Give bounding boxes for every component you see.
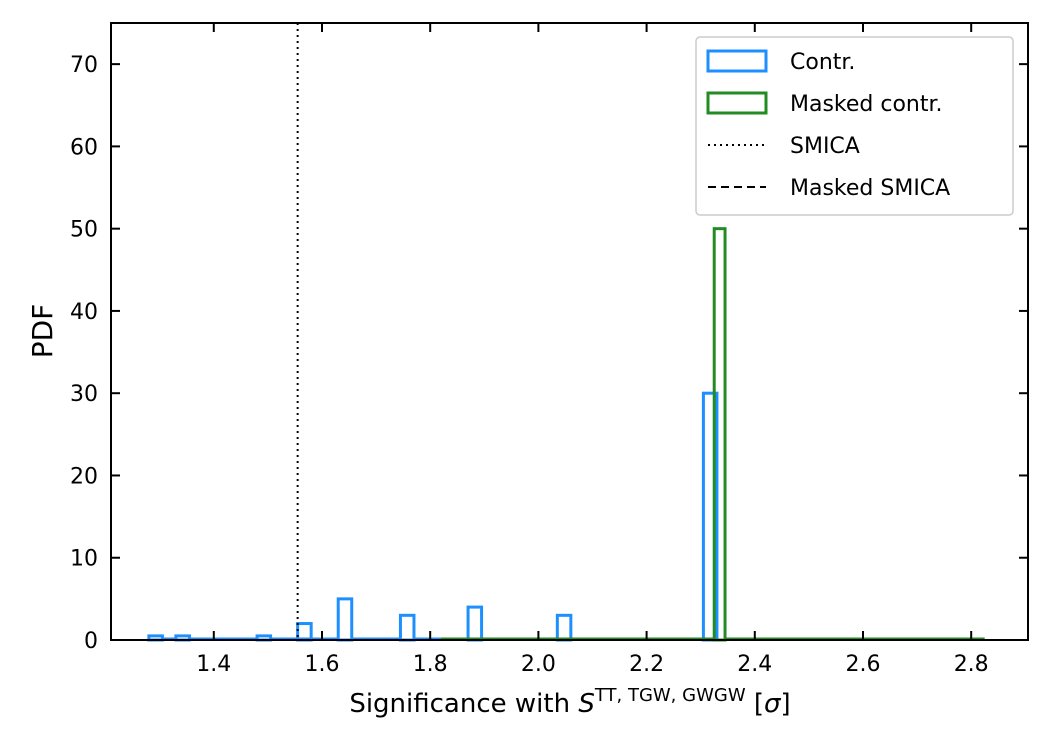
y-axis-label: PDF	[26, 304, 59, 359]
x-tick-label-1: 1.6	[304, 652, 339, 677]
x-tick-label-3: 2.0	[521, 652, 556, 677]
y-tick-label-2: 20	[70, 464, 98, 489]
y-tick-label-6: 60	[70, 135, 98, 160]
x-tick-label-4: 2.2	[629, 652, 664, 677]
x-axis-label-bracket-close: ]	[781, 689, 791, 719]
x-tick-label-0: 1.4	[196, 652, 231, 677]
x-axis-label-superscript: TT, TGW, GWGW	[594, 685, 746, 706]
y-tick-label-4: 40	[70, 300, 98, 325]
y-tick-label-7: 70	[70, 53, 98, 78]
y-tick-label-1: 10	[70, 547, 98, 572]
x-tick-label-5: 2.4	[737, 652, 772, 677]
legend-label-1: Masked contr.	[790, 92, 943, 117]
legend: Contr. Masked contr. SMICA Masked SMICA	[695, 36, 1014, 216]
plot-frame	[110, 22, 1029, 641]
x-tick-label-2: 1.8	[413, 652, 448, 677]
legend-swatch-0	[706, 49, 768, 73]
legend-label-0: Contr.	[790, 50, 855, 75]
x-tick-label-6: 2.6	[845, 652, 880, 677]
y-tick-label-3: 30	[70, 382, 98, 407]
legend-box	[695, 36, 1014, 216]
legend-label-2: SMICA	[790, 134, 860, 159]
x-axis-label-symbol: S	[578, 689, 595, 719]
x-tick-label-7: 2.8	[954, 652, 989, 677]
y-tick-label-0: 0	[84, 629, 98, 654]
x-axis-label-sigma: σ	[764, 689, 782, 719]
x-axis-label: Significance with STT, TGW, GWGW [σ]	[349, 685, 790, 719]
x-axis-label-bracket-open: [	[746, 689, 764, 719]
y-axis-ticks: 0 10 20 30 40 50 60 70	[70, 53, 1028, 654]
x-axis-label-prefix: Significance with	[349, 689, 578, 719]
legend-swatch-1	[706, 91, 768, 115]
x-axis-ticks: 1.4 1.6 1.8 2.0 2.2 2.4 2.6 2.8	[196, 23, 989, 677]
legend-label-3: Masked SMICA	[790, 176, 950, 201]
y-tick-label-5: 50	[70, 218, 98, 243]
